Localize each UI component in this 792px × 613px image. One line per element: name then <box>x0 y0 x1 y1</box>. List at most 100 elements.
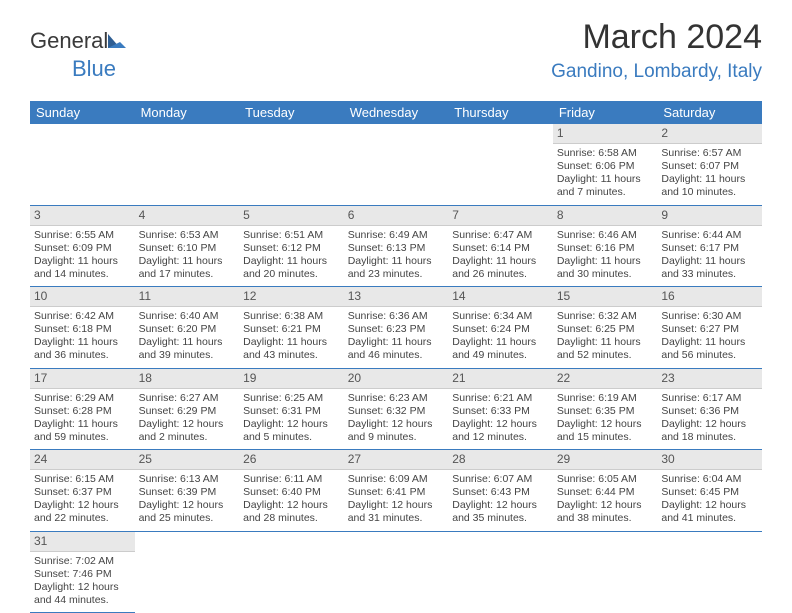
day-number: 23 <box>657 369 762 389</box>
daylight-line-2: and 31 minutes. <box>348 512 423 524</box>
daylight-line-1: Daylight: 12 hours <box>348 499 433 511</box>
sunrise-line: Sunrise: 6:40 AM <box>139 310 219 322</box>
sunrise-line: Sunrise: 6:07 AM <box>452 473 532 485</box>
daylight-line-1: Daylight: 12 hours <box>557 418 642 430</box>
day-number: 18 <box>135 369 240 389</box>
sail-icon <box>106 30 128 56</box>
sunrise-line: Sunrise: 7:02 AM <box>34 555 114 567</box>
day-details: Sunrise: 6:32 AMSunset: 6:25 PMDaylight:… <box>553 307 658 368</box>
day-number: 11 <box>135 287 240 307</box>
daylight-line-2: and 2 minutes. <box>139 431 208 443</box>
daylight-line-2: and 25 minutes. <box>139 512 214 524</box>
day-number: 5 <box>239 206 344 226</box>
daylight-line-2: and 44 minutes. <box>34 594 109 606</box>
day-details: Sunrise: 6:53 AMSunset: 6:10 PMDaylight:… <box>135 226 240 287</box>
sunrise-line: Sunrise: 6:11 AM <box>243 473 322 485</box>
sunset-line: Sunset: 6:36 PM <box>661 405 739 417</box>
day-details: Sunrise: 6:17 AMSunset: 6:36 PMDaylight:… <box>657 389 762 450</box>
day-number: 21 <box>448 369 553 389</box>
daylight-line-2: and 14 minutes. <box>34 268 109 280</box>
day-details: Sunrise: 6:47 AMSunset: 6:14 PMDaylight:… <box>448 226 553 287</box>
sunset-line: Sunset: 6:29 PM <box>139 405 217 417</box>
day-number: 10 <box>30 287 135 307</box>
brand-part2: Blue <box>72 56 116 81</box>
day-details: Sunrise: 6:44 AMSunset: 6:17 PMDaylight:… <box>657 226 762 287</box>
sunrise-line: Sunrise: 6:04 AM <box>661 473 741 485</box>
day-number: 27 <box>344 450 449 470</box>
day-number: 15 <box>553 287 658 307</box>
day-number: 13 <box>344 287 449 307</box>
sunrise-line: Sunrise: 6:29 AM <box>34 392 114 404</box>
daylight-line-1: Daylight: 11 hours <box>557 255 641 267</box>
day-details: Sunrise: 6:07 AMSunset: 6:43 PMDaylight:… <box>448 470 553 531</box>
sunset-line: Sunset: 6:40 PM <box>243 486 321 498</box>
daylight-line-2: and 52 minutes. <box>557 349 632 361</box>
day-details: Sunrise: 6:11 AMSunset: 6:40 PMDaylight:… <box>239 470 344 531</box>
daylight-line-1: Daylight: 11 hours <box>243 255 327 267</box>
daylight-line-2: and 41 minutes. <box>661 512 736 524</box>
day-details: Sunrise: 6:30 AMSunset: 6:27 PMDaylight:… <box>657 307 762 368</box>
calendar-cell: 23Sunrise: 6:17 AMSunset: 6:36 PMDayligh… <box>657 368 762 450</box>
sunrise-line: Sunrise: 6:17 AM <box>661 392 741 404</box>
daylight-line-2: and 5 minutes. <box>243 431 312 443</box>
calendar-cell: 29Sunrise: 6:05 AMSunset: 6:44 PMDayligh… <box>553 450 658 532</box>
day-details: Sunrise: 6:49 AMSunset: 6:13 PMDaylight:… <box>344 226 449 287</box>
day-number: 30 <box>657 450 762 470</box>
daylight-line-2: and 35 minutes. <box>452 512 527 524</box>
sunset-line: Sunset: 6:17 PM <box>661 242 739 254</box>
sunset-line: Sunset: 6:41 PM <box>348 486 426 498</box>
day-details: Sunrise: 6:36 AMSunset: 6:23 PMDaylight:… <box>344 307 449 368</box>
day-number: 20 <box>344 369 449 389</box>
sunrise-line: Sunrise: 6:25 AM <box>243 392 323 404</box>
daylight-line-1: Daylight: 12 hours <box>348 418 433 430</box>
calendar-cell: 24Sunrise: 6:15 AMSunset: 6:37 PMDayligh… <box>30 450 135 532</box>
sunset-line: Sunset: 6:27 PM <box>661 323 739 335</box>
calendar-cell: 6Sunrise: 6:49 AMSunset: 6:13 PMDaylight… <box>344 205 449 287</box>
calendar-cell <box>448 531 553 613</box>
calendar-week: 1Sunrise: 6:58 AMSunset: 6:06 PMDaylight… <box>30 124 762 205</box>
day-number: 12 <box>239 287 344 307</box>
sunset-line: Sunset: 6:10 PM <box>139 242 217 254</box>
day-number: 8 <box>553 206 658 226</box>
calendar-week: 10Sunrise: 6:42 AMSunset: 6:18 PMDayligh… <box>30 287 762 369</box>
day-number: 4 <box>135 206 240 226</box>
daylight-line-2: and 26 minutes. <box>452 268 527 280</box>
calendar-cell: 9Sunrise: 6:44 AMSunset: 6:17 PMDaylight… <box>657 205 762 287</box>
day-header: Thursday <box>448 101 553 124</box>
calendar-week: 31Sunrise: 7:02 AMSunset: 7:46 PMDayligh… <box>30 531 762 613</box>
sunset-line: Sunset: 6:09 PM <box>34 242 112 254</box>
daylight-line-2: and 43 minutes. <box>243 349 318 361</box>
sunrise-line: Sunrise: 6:13 AM <box>139 473 219 485</box>
sunrise-line: Sunrise: 6:19 AM <box>557 392 637 404</box>
sunrise-line: Sunrise: 6:51 AM <box>243 229 323 241</box>
day-header: Saturday <box>657 101 762 124</box>
calendar-cell <box>30 124 135 205</box>
daylight-line-1: Daylight: 11 hours <box>348 255 432 267</box>
day-number: 26 <box>239 450 344 470</box>
day-number: 6 <box>344 206 449 226</box>
daylight-line-1: Daylight: 11 hours <box>661 173 745 185</box>
sunset-line: Sunset: 6:28 PM <box>34 405 112 417</box>
page-title: March 2024 <box>30 18 762 57</box>
daylight-line-1: Daylight: 11 hours <box>34 255 118 267</box>
day-details: Sunrise: 6:25 AMSunset: 6:31 PMDaylight:… <box>239 389 344 450</box>
calendar-cell: 12Sunrise: 6:38 AMSunset: 6:21 PMDayligh… <box>239 287 344 369</box>
calendar-cell: 10Sunrise: 6:42 AMSunset: 6:18 PMDayligh… <box>30 287 135 369</box>
day-number: 29 <box>553 450 658 470</box>
daylight-line-2: and 7 minutes. <box>557 186 626 198</box>
calendar-cell <box>239 124 344 205</box>
calendar-cell: 4Sunrise: 6:53 AMSunset: 6:10 PMDaylight… <box>135 205 240 287</box>
sunrise-line: Sunrise: 6:36 AM <box>348 310 428 322</box>
calendar-header-row: SundayMondayTuesdayWednesdayThursdayFrid… <box>30 101 762 124</box>
sunrise-line: Sunrise: 6:42 AM <box>34 310 114 322</box>
day-details: Sunrise: 6:58 AMSunset: 6:06 PMDaylight:… <box>553 144 658 205</box>
sunset-line: Sunset: 6:24 PM <box>452 323 530 335</box>
sunrise-line: Sunrise: 6:32 AM <box>557 310 637 322</box>
calendar-cell <box>657 531 762 613</box>
day-header: Sunday <box>30 101 135 124</box>
daylight-line-2: and 36 minutes. <box>34 349 109 361</box>
day-details: Sunrise: 6:19 AMSunset: 6:35 PMDaylight:… <box>553 389 658 450</box>
day-number: 24 <box>30 450 135 470</box>
calendar-cell: 7Sunrise: 6:47 AMSunset: 6:14 PMDaylight… <box>448 205 553 287</box>
sunrise-line: Sunrise: 6:53 AM <box>139 229 219 241</box>
